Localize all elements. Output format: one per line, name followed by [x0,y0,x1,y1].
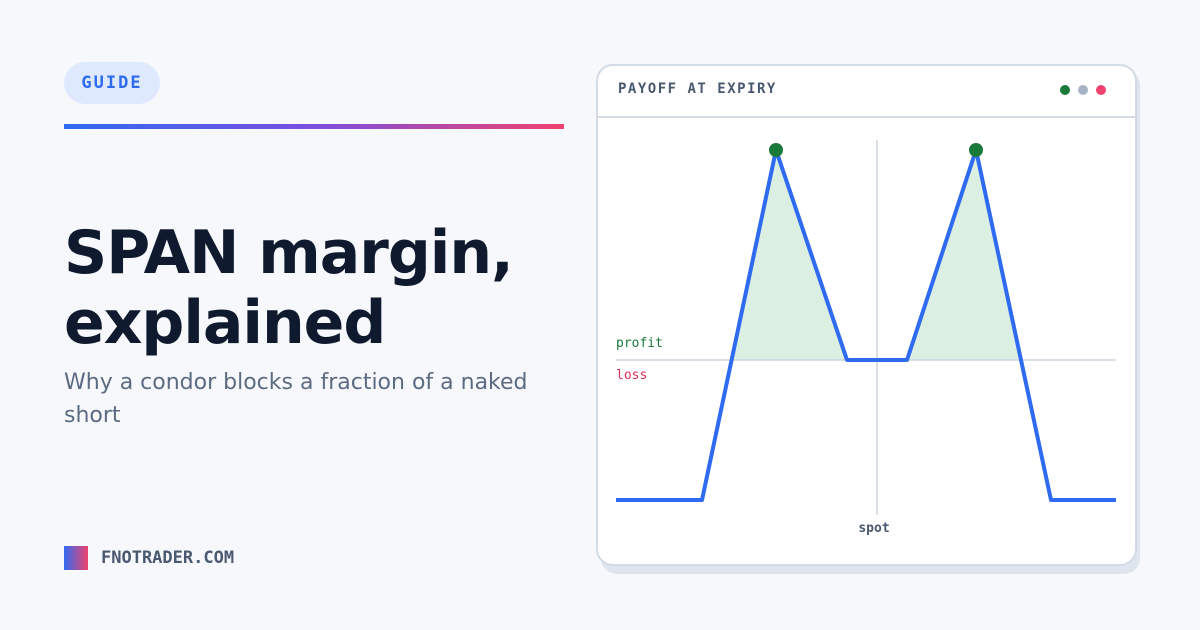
brand: FNOTRADER.COM [101,548,235,568]
divider [64,124,564,129]
profit-area [907,150,1020,360]
badge: GUIDE [64,62,160,104]
window-dot [1060,85,1070,95]
profit-label: profit [616,336,663,351]
payoff-line [616,148,1116,502]
peak-marker [769,143,783,157]
profit-area [732,150,847,360]
panel-title: PAYOFF AT EXPIRY [618,81,777,97]
subtitle: Why a condor blocks a fraction of a nake… [64,370,528,428]
window-dot [1078,85,1088,95]
loss-label: loss [616,368,647,383]
peak-marker [969,143,983,157]
title: SPAN margin, explained [64,218,514,358]
window-dot [1096,85,1106,95]
spot-label: spot [858,521,889,536]
panel [596,64,1137,566]
brand-logo [64,546,88,570]
